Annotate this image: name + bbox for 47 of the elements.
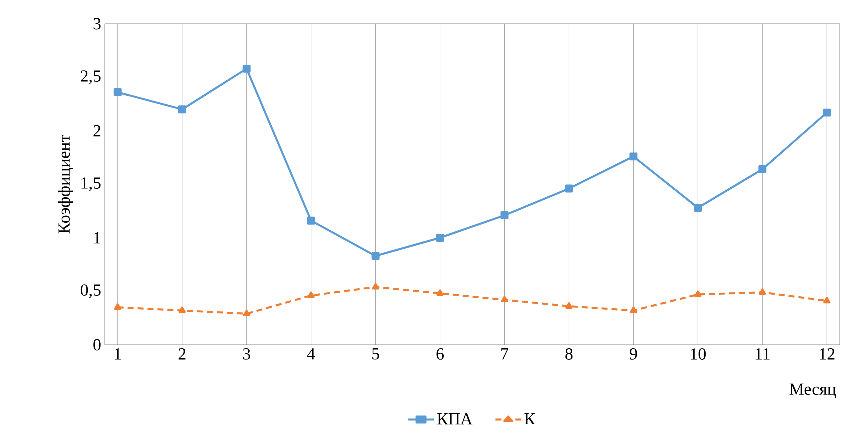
point <box>823 108 832 117</box>
point <box>630 152 638 161</box>
x-tick-label: 12 <box>820 348 835 360</box>
point <box>242 64 251 73</box>
x-tick-label: 11 <box>756 348 770 360</box>
x-tick-label: 10 <box>691 348 706 360</box>
point <box>114 88 122 96</box>
point <box>565 184 574 193</box>
x-tick-label: 9 <box>630 348 638 360</box>
x-tick-label: 5 <box>372 348 380 360</box>
y-tick-label: 0 <box>94 339 101 351</box>
point <box>694 204 702 212</box>
point <box>436 234 444 242</box>
x-tick-label: 7 <box>502 348 508 360</box>
x-tick-label: 3 <box>243 348 250 360</box>
point <box>500 212 509 220</box>
point <box>372 283 380 290</box>
point <box>630 306 638 314</box>
x-tick-label: 6 <box>436 348 444 360</box>
legend-label: КПА <box>438 413 473 425</box>
point <box>243 310 250 316</box>
x-tick-label: 1 <box>115 348 122 360</box>
point <box>694 290 702 298</box>
y-tick-label: 2,5 <box>81 70 101 84</box>
point <box>758 166 767 174</box>
y-tick-label: 3 <box>94 18 101 30</box>
point <box>436 290 444 296</box>
legend-label: К <box>524 413 536 425</box>
point <box>824 297 831 304</box>
point <box>501 296 508 303</box>
x-tick-label: 4 <box>307 348 316 360</box>
point <box>566 302 573 309</box>
y-tick-label: 1 <box>94 232 100 244</box>
point <box>114 304 122 310</box>
x-tick-label: 8 <box>566 348 573 360</box>
x-axis-title: Месяц <box>790 384 836 398</box>
y-tick-label: 0,5 <box>80 284 101 298</box>
point <box>307 216 316 225</box>
point <box>178 106 186 114</box>
y-axis-title: Коэффициент <box>58 135 74 234</box>
point <box>759 288 766 296</box>
y-tick-label: 1,5 <box>82 178 101 192</box>
point <box>178 306 186 314</box>
point <box>372 252 380 260</box>
point <box>308 292 315 298</box>
y-tick-label: 2 <box>94 125 101 137</box>
x-tick-label: 2 <box>178 348 186 360</box>
